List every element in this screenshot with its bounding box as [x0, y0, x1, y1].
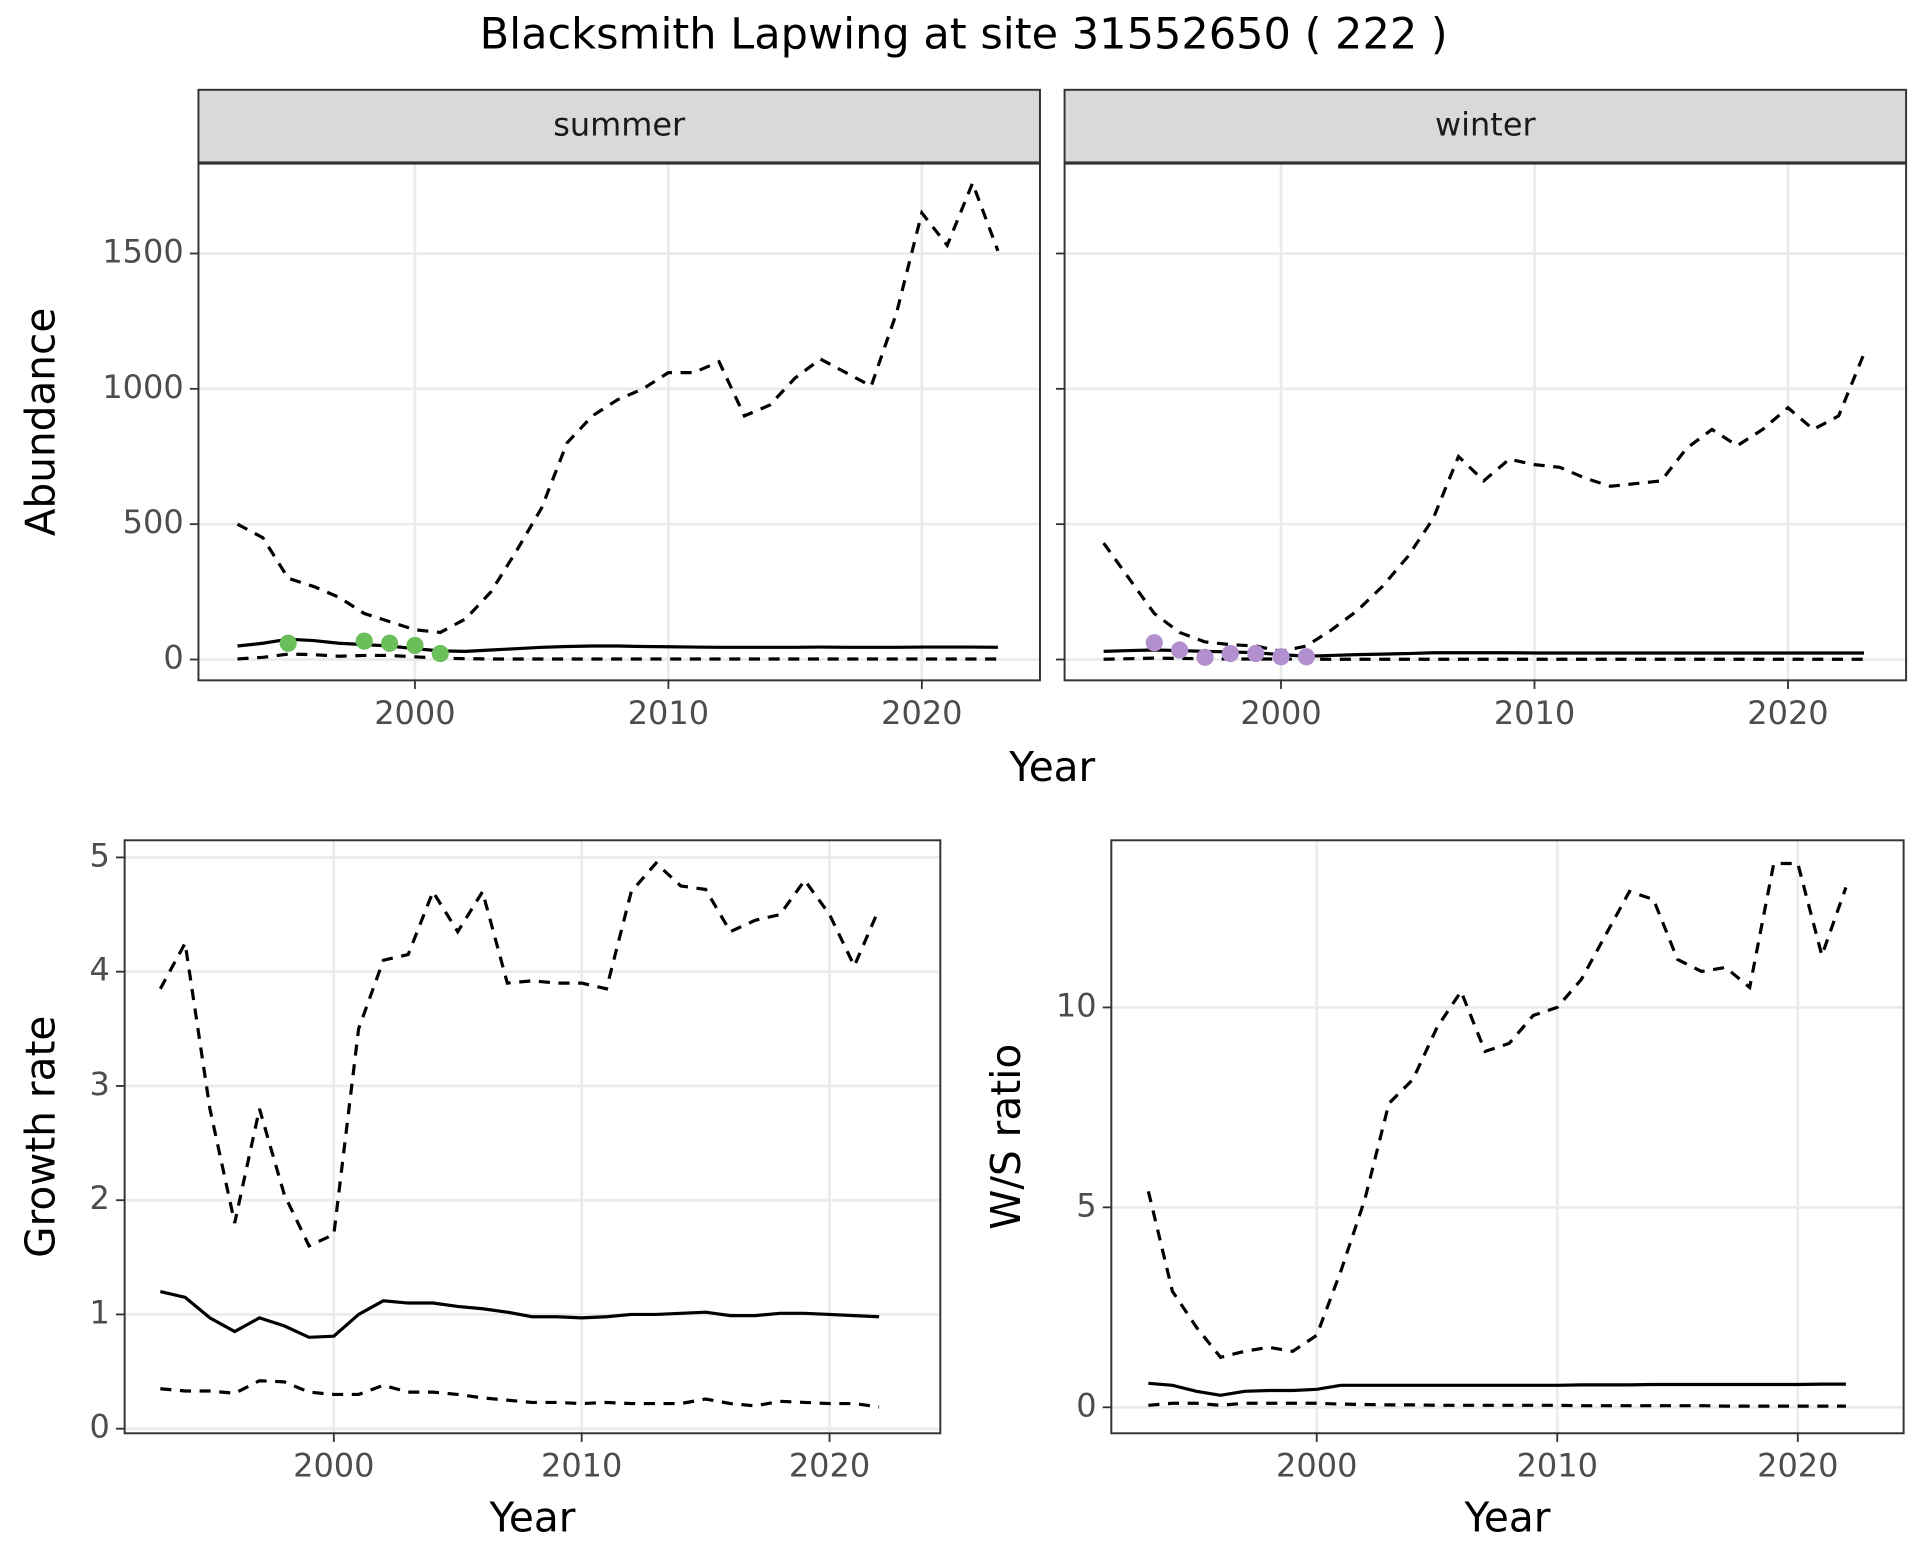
- dashed-line: [236, 178, 1000, 635]
- panel-border: [197, 162, 1041, 682]
- y-tick-label: 1000: [102, 368, 183, 406]
- y-tick-label: 5: [1076, 1186, 1096, 1224]
- x-tick-label: 2010: [628, 694, 709, 732]
- data-point: [1221, 644, 1239, 663]
- panel-background: [124, 840, 941, 1434]
- figure-title: Blacksmith Lapwing at site 31552650 ( 22…: [480, 9, 1448, 59]
- data-point: [1247, 644, 1265, 663]
- solid-line: [1148, 1381, 1846, 1397]
- data-point: [1171, 641, 1189, 659]
- panel-border: [123, 839, 942, 1435]
- x-tick-label: 2010: [541, 1447, 622, 1485]
- y-tick-label: 1500: [102, 232, 183, 270]
- dashed-line: [237, 652, 998, 661]
- facet-strip: [1063, 88, 1908, 164]
- x-tick-label: 2000: [1240, 694, 1321, 732]
- data-point: [355, 632, 373, 650]
- x-tick-label: 2000: [293, 1447, 374, 1485]
- panel-background: [1111, 840, 1904, 1434]
- y-axis-title: W/S ratio: [982, 1044, 1030, 1230]
- x-tick-label: 2020: [881, 694, 962, 732]
- x-tick-label: 2020: [1747, 694, 1828, 732]
- y-tick-label: 500: [123, 503, 184, 541]
- y-tick-label: 2: [90, 1179, 110, 1217]
- x-tick-label: 2000: [374, 694, 455, 732]
- data-point: [1297, 648, 1315, 666]
- x-axis-title: Year: [489, 1494, 576, 1542]
- panel-border: [1063, 162, 1908, 682]
- facet-strip: [197, 88, 1041, 164]
- solid-line: [159, 1290, 880, 1339]
- data-point: [431, 644, 449, 663]
- y-tick-label: 4: [90, 951, 110, 989]
- x-tick-label: 2000: [1276, 1447, 1357, 1485]
- panel-background: [1064, 163, 1907, 681]
- facet-label: winter: [1435, 106, 1536, 144]
- y-tick-label: 0: [1076, 1386, 1096, 1424]
- y-tick-label: 5: [90, 836, 110, 874]
- data-point: [1145, 634, 1163, 652]
- data-point: [1272, 648, 1290, 666]
- facet-label: summer: [553, 106, 686, 144]
- data-point: [1196, 648, 1214, 666]
- y-tick-label: 0: [90, 1408, 110, 1446]
- panel-border: [1110, 839, 1905, 1435]
- dashed-line: [1102, 353, 1866, 654]
- data-point: [380, 634, 399, 652]
- y-axis-title: Abundance: [16, 308, 64, 537]
- x-axis-title: Year: [1464, 1494, 1551, 1542]
- x-tick-label: 2020: [1757, 1447, 1838, 1485]
- y-tick-label: 0: [163, 639, 183, 677]
- panel-background: [198, 163, 1040, 681]
- y-tick-label: 1: [90, 1293, 110, 1331]
- x-tick-label: 2010: [1494, 694, 1575, 732]
- data-point: [406, 636, 424, 655]
- dashed-line: [158, 860, 881, 1249]
- dashed-line: [160, 1379, 880, 1409]
- x-axis-title: Year: [1008, 743, 1095, 791]
- data-point: [279, 634, 297, 652]
- y-tick-label: 10: [1056, 986, 1097, 1024]
- x-tick-label: 2020: [789, 1447, 870, 1485]
- y-axis-title: Growth rate: [16, 1016, 64, 1258]
- y-tick-label: 3: [90, 1065, 110, 1103]
- dashed-line: [1148, 1401, 1846, 1408]
- x-tick-label: 2010: [1517, 1447, 1598, 1485]
